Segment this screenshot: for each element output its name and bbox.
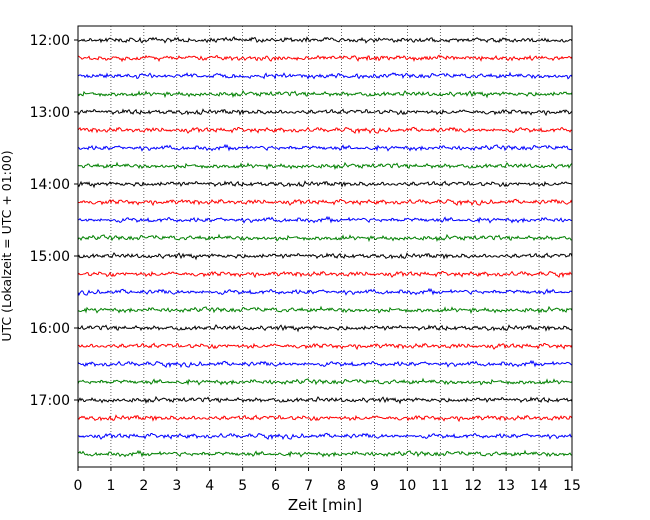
y-tick-label: 16:00 (30, 321, 70, 337)
x-tick-label: 11 (431, 478, 449, 494)
x-tick-label: 4 (205, 478, 214, 494)
seismic-trace (77, 395, 573, 405)
x-tick-label: 5 (238, 478, 247, 494)
plot-frame (77, 25, 573, 468)
x-tick-label: 13 (497, 478, 515, 494)
seismic-trace (77, 198, 573, 207)
x-tick-label: 7 (304, 478, 313, 494)
seismic-trace (77, 71, 573, 80)
x-tick-label: 9 (370, 478, 379, 494)
trace-group (77, 36, 573, 458)
seismic-trace (77, 126, 573, 135)
seismic-trace (77, 108, 573, 117)
x-tick-label: 14 (530, 478, 548, 494)
seismic-trace (77, 287, 573, 296)
seismic-trace (77, 414, 573, 423)
seismic-trace (77, 180, 573, 189)
y-axis-ticks: 12:00 13:00 14:00 15:00 16:00 17:00 (30, 33, 78, 409)
x-tick-label: 6 (271, 478, 280, 494)
seismic-trace (77, 233, 573, 243)
seismic-trace (77, 342, 573, 351)
x-tick-label: 8 (337, 478, 346, 494)
y-tick-label: 13:00 (30, 105, 70, 121)
y-tick-label: 14:00 (30, 177, 70, 193)
seismic-trace (77, 215, 573, 224)
y-tick-label: 17:00 (30, 393, 70, 409)
seismic-trace (77, 161, 573, 171)
seismic-trace (77, 270, 573, 279)
y-tick-label: 12:00 (30, 33, 70, 49)
seismic-trace (77, 377, 573, 386)
y-tick-label: 15:00 (30, 249, 70, 265)
seismic-trace (77, 54, 573, 63)
seismic-trace (77, 252, 573, 261)
seismic-trace (77, 359, 573, 369)
seismic-trace (77, 432, 573, 441)
x-axis-ticks: 0 1 2 3 4 5 6 7 8 9 10 11 12 13 14 15 (74, 467, 581, 494)
seismic-trace (77, 449, 573, 458)
y-axis-label: UTC (Lokalzeit = UTC + 01:00) (0, 150, 14, 341)
x-axis-label: Zeit [min] (288, 496, 362, 514)
x-tick-label: 12 (464, 478, 482, 494)
x-tick-label: 1 (106, 478, 115, 494)
x-tick-label: 0 (74, 478, 83, 494)
x-tick-label: 15 (563, 478, 581, 494)
seismic-trace (77, 305, 573, 315)
seismic-trace (77, 143, 573, 152)
x-tick-label: 2 (139, 478, 148, 494)
x-tick-label: 10 (398, 478, 416, 494)
seismic-trace (77, 324, 573, 333)
x-tick-label: 3 (172, 478, 181, 494)
seismic-trace (77, 89, 573, 99)
seismic-trace (77, 36, 573, 44)
